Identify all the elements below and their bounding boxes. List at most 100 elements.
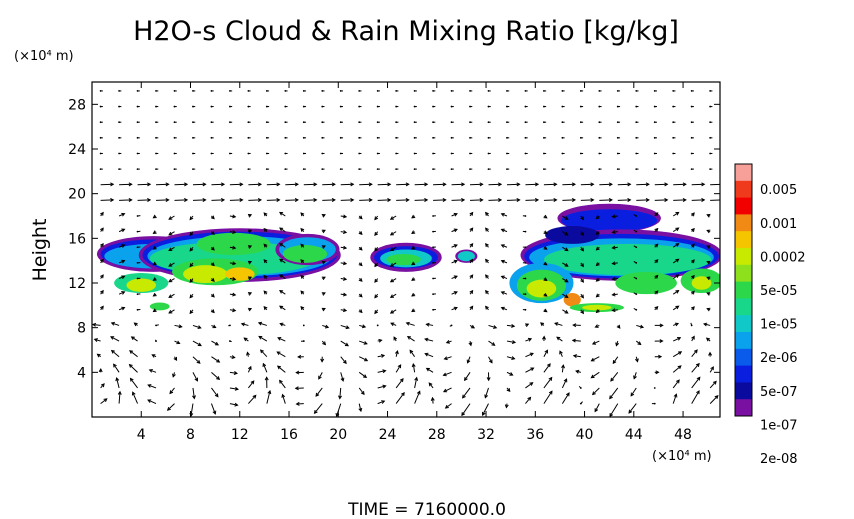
wind-vector-head: [645, 182, 650, 187]
wind-vector: [111, 322, 120, 326]
wind-vector-head: [633, 375, 637, 380]
wind-vector: [609, 387, 619, 399]
wind-vector-head: [469, 211, 474, 216]
wind-vector-dot: [432, 262, 434, 264]
wind-vector-head: [100, 258, 104, 263]
wind-vector: [211, 371, 220, 380]
wind-vector: [211, 387, 219, 397]
wind-vector-head: [279, 305, 284, 310]
wind-vector-head: [196, 359, 201, 364]
wind-vector-dot: [284, 136, 287, 139]
wind-vector-head: [544, 349, 548, 354]
wind-vector-head: [527, 396, 532, 401]
wind-vector-head: [527, 337, 533, 342]
cloud-cell: [561, 209, 658, 232]
y-tick-label: 12: [68, 276, 86, 292]
wind-vector: [543, 363, 551, 373]
wind-vector-dot: [616, 152, 619, 155]
wind-vector-head: [416, 390, 421, 395]
wind-vector-dot: [376, 90, 379, 92]
wind-vector-dot: [173, 152, 176, 155]
wind-vector: [377, 385, 386, 389]
wind-vector-head: [234, 386, 240, 391]
wind-vector: [390, 278, 397, 283]
wind-vector-head: [210, 215, 215, 220]
wind-vector-dot: [339, 121, 342, 124]
wind-vector-dot: [155, 136, 157, 139]
wind-vector-head: [530, 367, 535, 372]
wind-vector-head: [611, 292, 616, 297]
wind-vector-head: [691, 335, 695, 340]
wind-vector-dot: [690, 168, 693, 171]
wind-vector-head: [321, 276, 326, 281]
wind-vector-dot: [432, 215, 434, 217]
wind-vector: [340, 340, 349, 347]
wind-vector-head: [411, 245, 416, 250]
wind-vector: [359, 340, 368, 345]
wind-vector-dot: [709, 121, 712, 124]
wind-vector: [339, 387, 342, 399]
wind-vector-head: [233, 371, 238, 375]
wind-vector-head: [263, 290, 268, 295]
wind-vector-head: [232, 277, 237, 281]
wind-vector-head: [276, 198, 281, 202]
wind-vector-head: [246, 351, 250, 356]
wind-vector-head: [231, 355, 236, 360]
wind-vector-head: [682, 198, 687, 202]
wind-vector-head: [425, 367, 430, 372]
wind-vector-dot: [265, 168, 268, 171]
wind-vector-head: [295, 401, 300, 406]
wind-vector-head: [250, 380, 255, 385]
wind-vector-head: [321, 292, 326, 296]
wind-vector-head: [690, 290, 695, 295]
wind-vector-head: [442, 182, 447, 187]
wind-vector-dot: [635, 293, 638, 296]
wind-vector-head: [469, 242, 474, 248]
wind-vector-head: [168, 216, 173, 220]
wind-vector-head: [342, 277, 348, 281]
wind-vector-dot: [192, 136, 194, 139]
wind-vector-head: [239, 182, 244, 187]
wind-vector: [672, 337, 681, 342]
x-tick-label: 40: [576, 427, 594, 443]
wind-vector-head: [300, 227, 305, 232]
wind-vector-head: [504, 404, 509, 409]
wind-vector-head: [257, 182, 263, 187]
wind-vector-head: [210, 309, 215, 314]
wind-vector: [672, 305, 679, 311]
wind-vector: [591, 356, 600, 362]
wind-vector-head: [257, 321, 263, 326]
wind-vector-dot: [173, 121, 176, 124]
wind-vector-head: [564, 231, 569, 236]
wind-vector-head: [485, 258, 489, 263]
wind-vector-head: [342, 308, 348, 313]
wind-vector: [562, 278, 569, 283]
wind-vector-head: [313, 198, 318, 202]
wind-vector-dot: [136, 293, 139, 296]
cloud-cell: [457, 251, 475, 262]
wind-vector-dot: [247, 168, 250, 171]
wind-vector-head: [677, 337, 682, 341]
wind-vector-head: [300, 212, 305, 217]
wind-vector: [131, 336, 138, 342]
wind-vector: [407, 336, 415, 342]
wind-vector: [92, 323, 101, 326]
wind-vector-head: [611, 230, 616, 234]
wind-vector: [377, 400, 385, 405]
wind-vector: [192, 356, 201, 364]
wind-vector-head: [553, 198, 558, 202]
wind-vector-dot: [413, 121, 416, 124]
wind-vector-dot: [358, 90, 361, 92]
wind-vector-head: [411, 277, 416, 281]
wind-vector-head: [664, 182, 669, 187]
wind-vector-head: [247, 260, 253, 265]
wind-vector-head: [498, 182, 503, 187]
wind-vector-dot: [579, 105, 582, 108]
wind-vector-dot: [524, 136, 527, 139]
wind-vector: [525, 382, 533, 389]
wind-vector-dot: [487, 121, 490, 124]
wind-vector-head: [453, 259, 458, 264]
wind-vector-head: [151, 354, 156, 358]
wind-vector-head: [637, 341, 642, 346]
wind-vector-dot: [118, 152, 120, 155]
